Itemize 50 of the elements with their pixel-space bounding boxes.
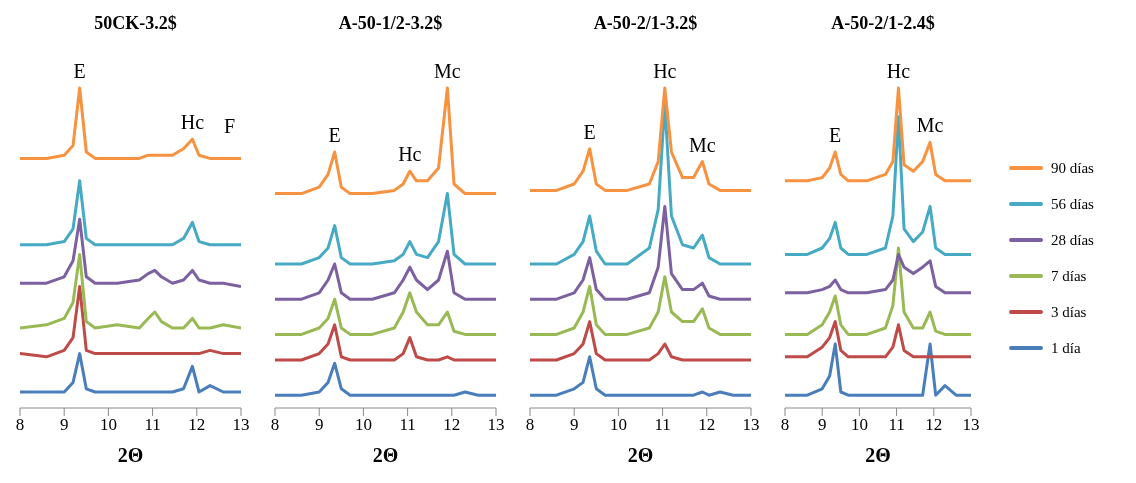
- x-tick-label: 9: [314, 415, 324, 435]
- annotation: Mc: [689, 133, 716, 156]
- legend-label: 56 días: [1051, 195, 1094, 213]
- x-tick-label: 9: [817, 415, 827, 435]
- annotation: Hc: [398, 143, 422, 166]
- x-axis-title: 2Θ: [865, 444, 891, 466]
- x-tick-label: 8: [780, 415, 790, 435]
- x-tick-label: 9: [569, 415, 579, 435]
- chart-title: A-50-2/1-2.4$: [831, 12, 935, 34]
- x-tick-label: 11: [654, 415, 671, 435]
- x-tick-label: 10: [354, 415, 372, 435]
- x-tick-label: 11: [144, 415, 161, 435]
- x-axis-title: 2Θ: [627, 444, 654, 466]
- x-tick-label: 9: [59, 415, 69, 435]
- x-tick-label: 8: [270, 415, 280, 435]
- annotation: Hc: [180, 111, 205, 134]
- annotation: E: [73, 60, 86, 82]
- x-axis-title: 2Θ: [117, 444, 144, 466]
- x-tick-label: 13: [487, 415, 505, 435]
- x-tick-label: 8: [525, 415, 535, 435]
- chart-title: A-50-1/2-3.2$: [338, 12, 443, 34]
- annotation: E: [328, 124, 341, 146]
- legend-label: 90 días: [1051, 159, 1094, 177]
- x-tick-label: 10: [850, 415, 868, 435]
- x-tick-label: 10: [99, 415, 117, 435]
- x-tick-label: 13: [742, 415, 760, 435]
- x-axis-title: 2Θ: [372, 444, 399, 466]
- annotation: Mc: [916, 114, 944, 137]
- x-tick-label: 10: [609, 415, 627, 435]
- x-tick-label: 12: [925, 415, 943, 435]
- x-tick-label: 8: [15, 415, 25, 435]
- annotation: F: [223, 115, 235, 137]
- x-tick-label: 13: [232, 415, 250, 435]
- legend-label: 3 días: [1051, 303, 1087, 321]
- x-tick-label: 11: [399, 415, 416, 435]
- legend-label: 7 días: [1051, 267, 1087, 285]
- annotation: Hc: [886, 60, 911, 82]
- x-tick-label: 12: [698, 415, 716, 435]
- annotation: Hc: [653, 60, 677, 82]
- x-tick-label: 11: [888, 415, 905, 435]
- annotation: E: [583, 120, 596, 143]
- chart-title: A-50-2/1-3.2$: [593, 12, 698, 34]
- x-tick-label: 12: [188, 415, 206, 435]
- legend-label: 1 día: [1051, 339, 1081, 357]
- chart-title: 50CK-3.2$: [94, 12, 177, 34]
- x-tick-label: 13: [962, 415, 980, 435]
- annotation: Mc: [434, 60, 461, 82]
- x-tick-label: 12: [443, 415, 461, 435]
- annotation: E: [829, 124, 842, 146]
- legend-label: 28 días: [1051, 231, 1094, 249]
